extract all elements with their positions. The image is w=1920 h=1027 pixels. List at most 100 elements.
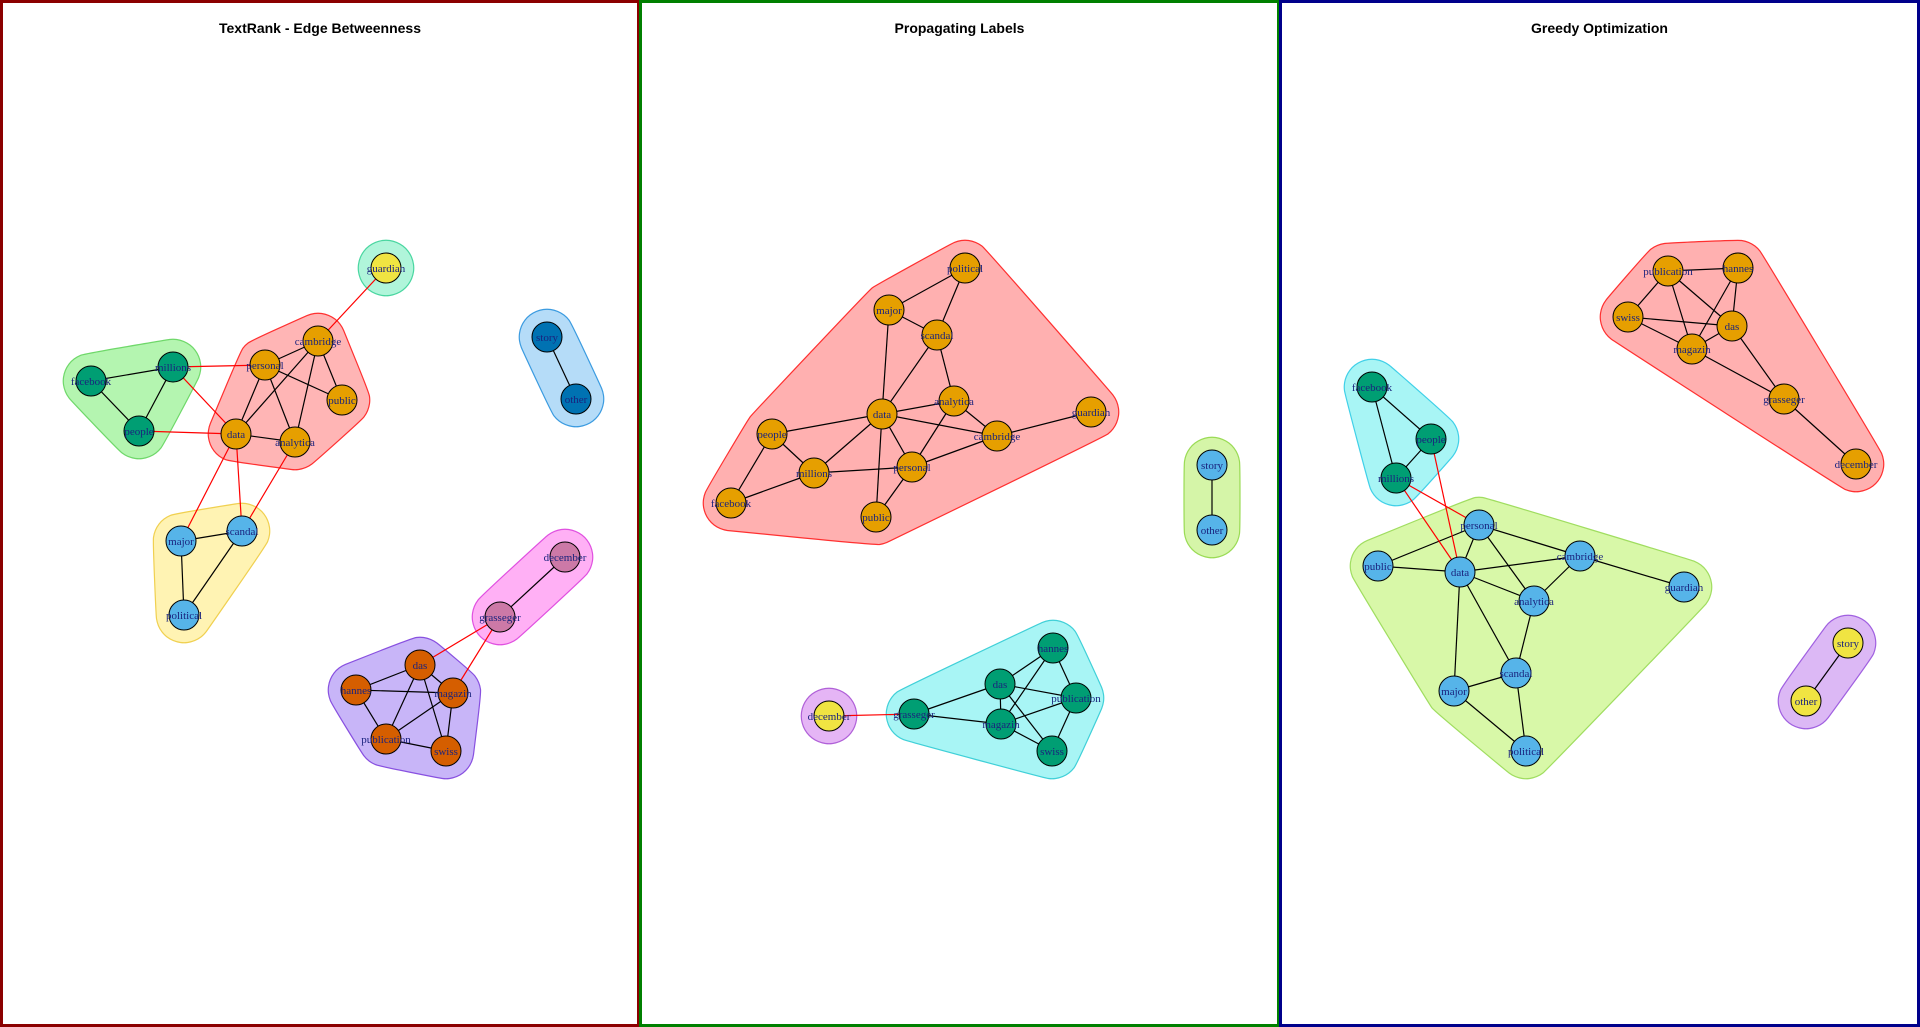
node-december: december [544,541,587,573]
edge [1783,398,1857,465]
node-circle [430,735,462,767]
node-label: swiss [1616,312,1640,324]
node-label: swiss [1040,746,1064,758]
node-swiss: swiss [1036,735,1068,767]
node-circle [340,674,372,706]
node-circle [1518,585,1550,617]
inter-community-edge [317,267,387,342]
node-guardian: guardian [1072,396,1111,428]
node-grasseger: grasseger [479,601,521,633]
node-label: guardian [1072,407,1111,419]
node-label: scandal [1500,668,1533,680]
node-grasseger: grasseger [893,698,935,730]
node-label: political [166,610,202,622]
node-major: major [873,294,905,326]
node-circle [984,668,1016,700]
edge [771,413,883,435]
panel-title: Propagating Labels [894,20,1025,36]
node-circle [1668,571,1700,603]
node-label: political [947,263,983,275]
node-circle [1036,735,1068,767]
node-publication: publication [1051,682,1101,714]
node-hannes: hannes [1722,252,1754,284]
community-layer [702,239,1241,780]
community-hull [1349,496,1713,780]
node-label: scandal [921,330,954,342]
node-analytica: analytica [275,426,315,458]
node-circle [1075,396,1107,428]
node-label: publication [1051,693,1101,705]
node-people: people [756,418,788,450]
node-other: other [560,383,592,415]
node-label: public [1364,561,1392,573]
node-circle [715,487,747,519]
node-circle [1768,383,1800,415]
node-circle [1415,423,1447,455]
panel-title: TextRank - Edge Betweenness [218,20,422,36]
node-hannes: hannes [1037,632,1069,664]
node-label: story [1201,460,1224,472]
node-data: data [220,418,252,450]
node-circle [1676,333,1708,365]
node-circle [896,451,928,483]
panel-greedy-optimization: Greedy Optimization publication hannes swi… [1279,0,1920,1027]
node-label: guardian [1665,582,1704,594]
edge [1691,348,1785,400]
node-circle [798,457,830,489]
node-label: hannes [341,685,372,697]
node-label: publication [1643,266,1693,278]
node-label: other [1795,696,1818,708]
node-hannes: hannes [340,674,372,706]
node-label: hannes [1723,263,1754,275]
node-label: december [1835,459,1878,471]
node-millions: millions [796,457,832,489]
node-label: public [862,512,890,524]
node-political: political [947,252,983,284]
node-label: personal [893,462,930,474]
node-millions: millions [155,351,191,383]
node-circle [157,351,189,383]
node-scandal: scandal [921,319,954,351]
node-circle [1500,657,1532,689]
node-facebook: facebook [1352,371,1393,403]
node-cambridge: cambridge [974,420,1020,452]
node-circle [302,325,334,357]
node-label: das [993,679,1008,691]
node-circle [168,599,200,631]
node-label: data [873,409,891,421]
node-story: story [531,321,563,353]
node-circle [1060,682,1092,714]
node-other: other [1790,685,1822,717]
edge [813,466,913,474]
node-label: hannes [1038,643,1069,655]
node-circle [860,501,892,533]
node-guardian: guardian [367,252,406,284]
edge [881,334,938,415]
node-circle [873,294,905,326]
node-label: personal [1460,520,1497,532]
node-label: data [227,429,245,441]
node-magazin: magazin [1673,333,1711,365]
edge [875,413,883,518]
inter-community-edge [419,616,501,666]
node-circle [1362,550,1394,582]
node-circle [1380,462,1412,494]
panel-textrank: TextRank - Edge Betweenness guardian camb… [0,0,640,1027]
node-label: analytica [1514,596,1554,608]
node-label: millions [1378,473,1414,485]
node-guardian: guardian [1665,571,1704,603]
edge [294,340,319,443]
node-circle [1444,556,1476,588]
edge [1459,555,1581,573]
node-circle [484,601,516,633]
node-data: data [866,398,898,430]
inter-community-edge [241,441,296,532]
node-people: people [1415,423,1447,455]
inter-community-edge [1395,477,1461,573]
node-label: magazin [1673,344,1711,356]
node-circle [1037,632,1069,664]
panel-title: Greedy Optimization [1531,20,1668,36]
edge [1459,571,1517,674]
node-layer: political major scandal analytica data guardi… [711,252,1228,767]
edge [1453,571,1461,692]
